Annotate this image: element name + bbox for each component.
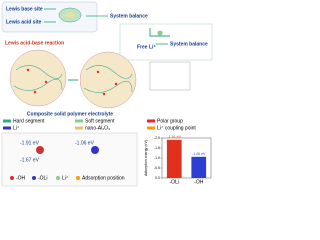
free-li: Free Li⁺ — [137, 44, 156, 50]
bar-chart: Adsorption energy (eV) 0.0 -0.5 -1.0 -1.5 -2.… — [144, 135, 212, 185]
acid-site: Lewis acid site — [6, 19, 42, 25]
adsorption-panel — [1, 132, 138, 187]
x-tick-label: -OLi — [170, 179, 179, 185]
balance-icon — [157, 30, 163, 36]
legend-label: nano-Al₂O₃ — [85, 125, 110, 131]
y-tick-label: -1.5 — [154, 146, 160, 150]
legend-label: Soft segment — [85, 118, 115, 124]
legend-label: Li⁺ coupling point — [157, 125, 196, 131]
legend-swatch — [75, 119, 83, 123]
legend-swatch — [3, 126, 11, 130]
legend-swatch — [147, 126, 155, 130]
atom — [36, 146, 44, 154]
legend-label: Polar group — [157, 118, 183, 124]
energy: -1.06 eV — [75, 140, 95, 146]
y-tick-label: -2.0 — [154, 136, 160, 140]
value-label: -1.91 eV — [168, 135, 182, 139]
balance-box — [119, 23, 213, 61]
zoom-box — [149, 61, 191, 91]
y-tick-label: -1.0 — [154, 156, 160, 160]
panel-label: Adsorption position — [82, 175, 125, 181]
y-axis-label: Adsorption energy (eV) — [144, 140, 148, 176]
legend-swatch — [75, 126, 83, 130]
legend-swatch — [3, 119, 11, 123]
panel-label: -OH — [16, 175, 26, 181]
polymer-chains — [13, 65, 133, 93]
atom — [76, 176, 80, 180]
atom — [32, 176, 36, 180]
y-tick-label: -0.5 — [154, 166, 160, 170]
balance-label: System balance — [170, 41, 208, 47]
li-dots — [26, 68, 118, 96]
atom — [10, 176, 14, 180]
energy: -1.67 eV — [20, 157, 40, 163]
base-site: Lewis base site — [6, 6, 43, 12]
bar — [166, 139, 182, 178]
panel-label: Li⁺ — [62, 175, 69, 181]
reaction-label: Lewis acid-base reaction — [5, 40, 64, 46]
electrolyte-circle — [79, 51, 137, 109]
balance-label: System balance — [110, 13, 148, 19]
figure: Lewis base site Lewis acid site System b… — [1, 1, 213, 187]
panel-label: -OLi — [38, 175, 47, 181]
energy: -1.91 eV — [20, 140, 40, 146]
value-label: -1.06 eV — [192, 152, 206, 156]
bar — [191, 156, 207, 178]
balance-icon — [149, 28, 170, 37]
legend-swatch — [147, 119, 155, 123]
caption: Composite solid polymer electrolyte — [27, 111, 113, 117]
legend: Hard segment Soft segment Polar group Li⁺ na… — [3, 118, 196, 131]
atom — [56, 176, 60, 180]
electrolyte-circle — [9, 49, 67, 107]
legend-label: Li⁺ — [13, 125, 20, 131]
legend-label: Hard segment — [13, 118, 45, 124]
y-tick-label: 0.0 — [155, 176, 160, 180]
atom — [91, 146, 99, 154]
site-icon — [65, 12, 75, 18]
x-tick-label: -OH — [194, 179, 204, 185]
